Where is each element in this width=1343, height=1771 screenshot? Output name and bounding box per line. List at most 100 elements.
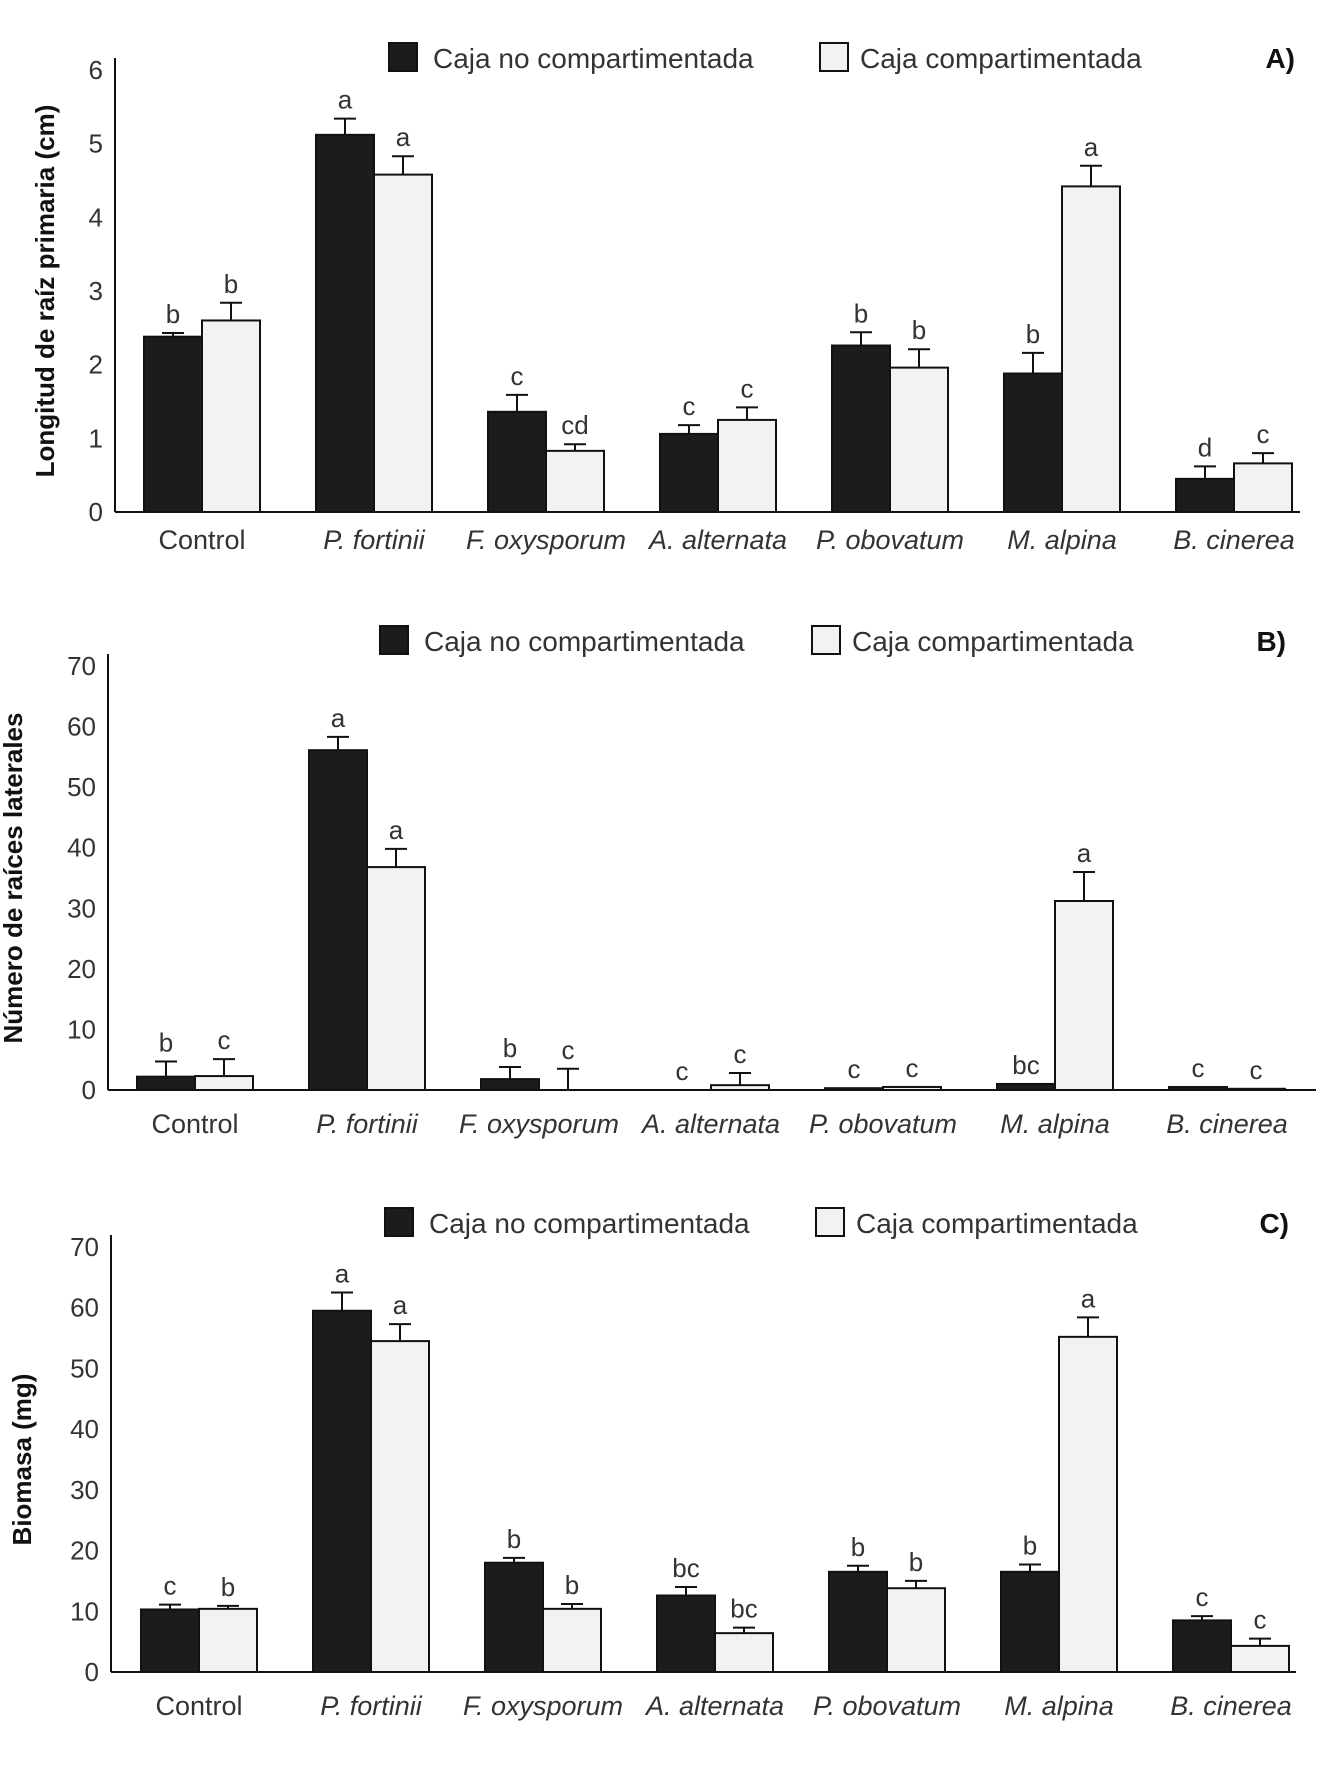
significance-label: bc <box>730 1594 757 1624</box>
significance-label: a <box>1081 1283 1096 1313</box>
bar-no-compartimentada <box>487 410 547 513</box>
legend-label-compartimentada: Caja compartimentada <box>852 626 1134 657</box>
y-tick-label: 10 <box>70 1596 99 1626</box>
y-tick-label: 5 <box>89 129 103 159</box>
bar-no-compartimentada <box>1172 1619 1232 1673</box>
category-label: F. oxysporum <box>466 525 626 555</box>
category-label: F. oxysporum <box>459 1109 619 1139</box>
bar-no-compartimentada <box>831 344 891 513</box>
significance-label: b <box>224 269 238 299</box>
significance-label: c <box>511 361 524 391</box>
bar-compartimentada <box>714 1632 774 1673</box>
y-tick-label: 0 <box>82 1075 96 1105</box>
legend-label-no-compartimentada: Caja no compartimentada <box>424 626 745 657</box>
bar-no-compartimentada <box>1168 1085 1228 1092</box>
chart-panel-a: 0 1 2 3 4 5 6 Longitud de raíz primaria (cm) Con… <box>30 42 1300 555</box>
category-label: Control <box>158 525 245 555</box>
y-tick-label: 0 <box>89 497 103 527</box>
y-tick-label: 30 <box>67 893 96 923</box>
bar-no-compartimentada <box>824 1087 884 1092</box>
category-label: A. alternata <box>647 525 787 555</box>
significance-label: c <box>1250 1055 1263 1085</box>
y-tick-label: 50 <box>70 1353 99 1383</box>
significance-label: d <box>1198 432 1212 462</box>
y-tick-label: 1 <box>89 423 103 453</box>
bar-compartimentada <box>886 1587 946 1673</box>
bar-compartimentada <box>882 1085 942 1092</box>
bar-compartimentada <box>373 173 433 514</box>
significance-label: c <box>1254 1605 1267 1635</box>
bar-compartimentada <box>889 366 949 514</box>
y-tick-label: 10 <box>67 1014 96 1044</box>
significance-label: c <box>1196 1582 1209 1612</box>
significance-label: a <box>393 1290 408 1320</box>
significance-label: c <box>164 1571 177 1601</box>
significance-label: cd <box>561 410 588 440</box>
y-tick-label: 3 <box>89 276 103 306</box>
significance-label: bc <box>672 1553 699 1583</box>
bar-no-compartimentada <box>480 1078 540 1092</box>
y-tick-label: 40 <box>67 833 96 863</box>
bar-no-compartimentada <box>315 133 375 513</box>
y-tick-label: 40 <box>70 1414 99 1444</box>
panel-label: B) <box>1256 626 1286 657</box>
y-tick-label: 2 <box>89 350 103 380</box>
significance-label: b <box>851 1532 865 1562</box>
significance-label: b <box>166 299 180 329</box>
legend-label-no-compartimentada: Caja no compartimentada <box>433 43 754 74</box>
bar-no-compartimentada <box>656 1594 716 1673</box>
significance-label: b <box>909 1547 923 1577</box>
bar-compartimentada <box>545 449 605 513</box>
significance-label: b <box>507 1524 521 1554</box>
legend-swatch-no-compartimentada <box>384 1207 414 1237</box>
significance-label: a <box>1077 838 1092 868</box>
chart-panel-b: 0 10 20 30 40 50 60 70 Número de raíces laterale… <box>0 625 1316 1139</box>
bar-no-compartimentada <box>312 1309 372 1673</box>
significance-label: b <box>1023 1531 1037 1561</box>
significance-label: b <box>912 315 926 345</box>
significance-label: b <box>565 1570 579 1600</box>
legend-swatch-compartimentada <box>819 42 849 72</box>
significance-label: b <box>221 1572 235 1602</box>
significance-label: a <box>389 815 404 845</box>
category-label: B. cinerea <box>1166 1109 1288 1139</box>
y-tick-label: 4 <box>89 202 103 232</box>
y-tick-label: 70 <box>70 1232 99 1262</box>
bar-compartimentada <box>201 319 261 514</box>
legend: Caja no compartimentada Caja compartiment… <box>388 42 1142 74</box>
bar-compartimentada <box>366 866 426 1092</box>
significance-label: b <box>503 1033 517 1063</box>
category-label: P. obovatum <box>813 1691 961 1721</box>
significance-label: c <box>676 1056 689 1086</box>
category-label: Control <box>151 1109 238 1139</box>
significance-label: a <box>1084 132 1099 162</box>
significance-label: c <box>218 1025 231 1055</box>
bar-compartimentada <box>1233 462 1293 514</box>
y-tick-label: 30 <box>70 1475 99 1505</box>
significance-label: b <box>159 1028 173 1058</box>
bar-no-compartimentada <box>308 749 368 1091</box>
legend: Caja no compartimentada Caja compartiment… <box>379 625 1134 657</box>
legend-swatch-compartimentada <box>815 1207 845 1237</box>
y-tick-label: 70 <box>67 651 96 681</box>
category-label: P. obovatum <box>816 525 964 555</box>
y-tick-label: 50 <box>67 772 96 802</box>
bar-compartimentada <box>1226 1087 1286 1092</box>
category-label: A. alternata <box>644 1691 784 1721</box>
bar-compartimentada <box>1061 185 1121 513</box>
significance-label: a <box>396 122 411 152</box>
legend-label-compartimentada: Caja compartimentada <box>856 1208 1138 1239</box>
y-tick-label: 60 <box>70 1293 99 1323</box>
bar-no-compartimentada <box>828 1570 888 1673</box>
bar-compartimentada <box>1058 1335 1118 1674</box>
category-label: M. alpina <box>1007 525 1117 555</box>
bar-compartimentada <box>1230 1644 1290 1673</box>
category-label: A. alternata <box>640 1109 780 1139</box>
legend-swatch-no-compartimentada <box>379 625 409 655</box>
bar-no-compartimentada <box>136 1075 196 1092</box>
bar-no-compartimentada <box>996 1082 1056 1092</box>
significance-label: c <box>1192 1053 1205 1083</box>
category-label: P. fortinii <box>323 525 426 555</box>
bar-compartimentada <box>370 1340 430 1674</box>
category-label: M. alpina <box>1000 1109 1110 1139</box>
